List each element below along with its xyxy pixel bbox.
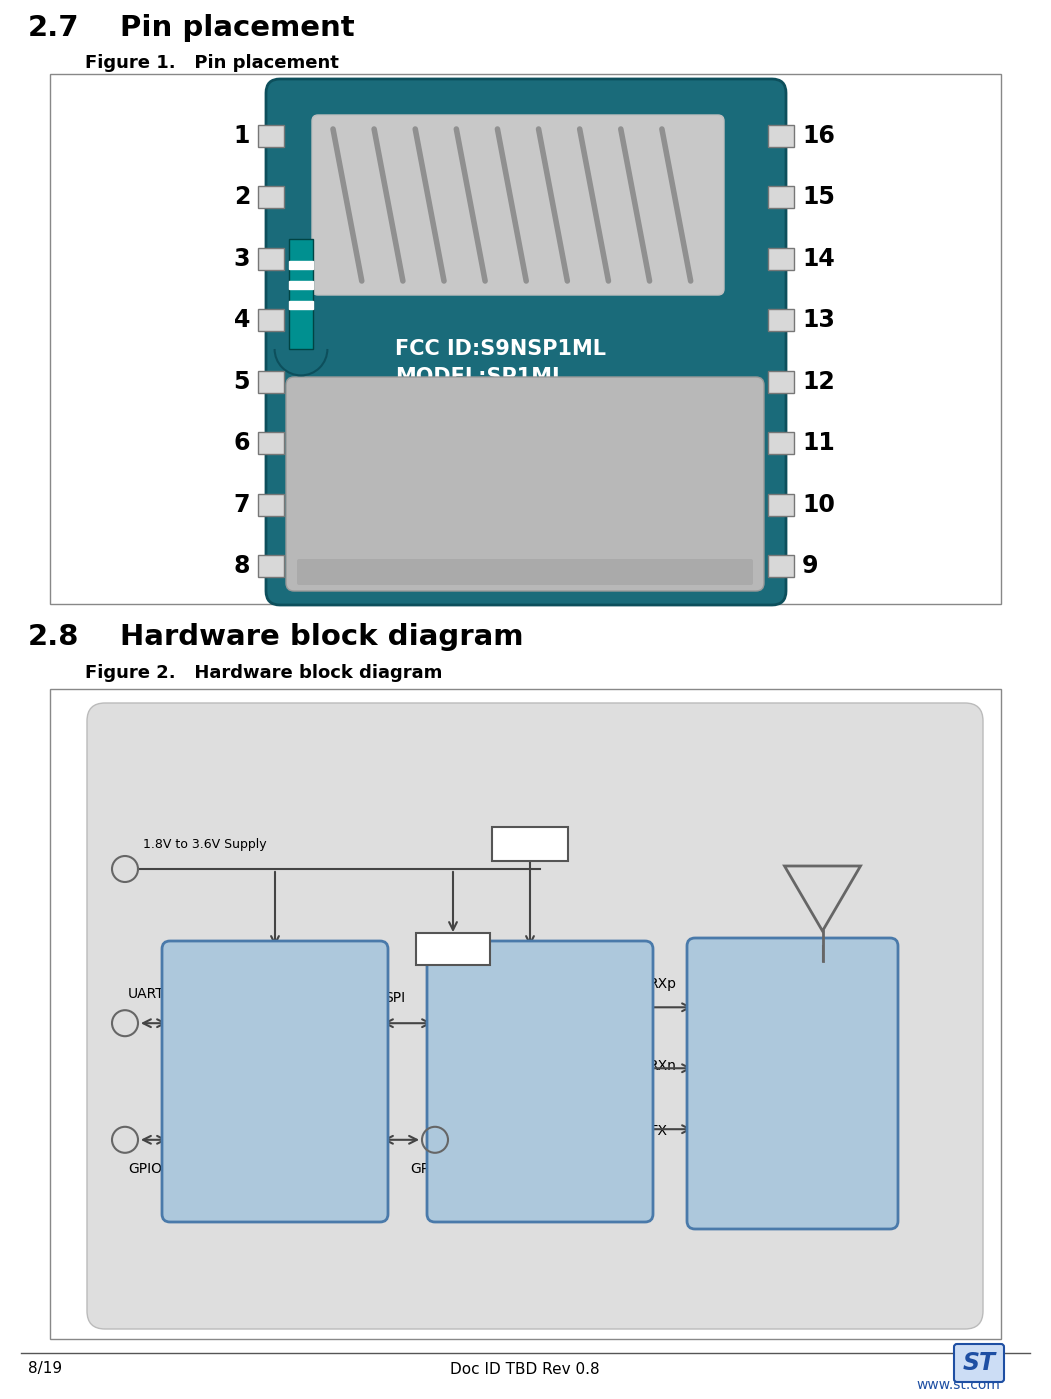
Text: STM32L: STM32L: [220, 1032, 330, 1056]
Text: 5: 5: [233, 369, 250, 393]
Text: Spirit1: Spirit1: [488, 1067, 593, 1095]
Bar: [768, 186, 794, 208]
Text: TX: TX: [650, 1125, 667, 1139]
Bar: [768, 125, 794, 147]
Text: 12: 12: [802, 369, 834, 393]
Bar: [257, 186, 284, 208]
Text: Figure 2.   Hardware block diagram: Figure 2. Hardware block diagram: [85, 665, 442, 681]
Bar: [289, 262, 313, 269]
Text: 1.8V to 3.6V Supply: 1.8V to 3.6V Supply: [143, 838, 267, 851]
Text: Figure 1.   Pin placement: Figure 1. Pin placement: [85, 55, 338, 71]
Bar: [289, 301, 313, 309]
Bar: [768, 432, 794, 455]
FancyBboxPatch shape: [286, 376, 764, 590]
Text: GPIO: GPIO: [128, 1161, 162, 1175]
Bar: [257, 309, 284, 332]
Bar: [289, 281, 313, 290]
Text: 2: 2: [233, 186, 250, 210]
Text: 8: 8: [233, 554, 250, 578]
Text: FCC ID:S9NSP1ML: FCC ID:S9NSP1ML: [395, 339, 606, 360]
FancyBboxPatch shape: [312, 115, 724, 295]
Text: SPI: SPI: [384, 992, 405, 1006]
Bar: [768, 248, 794, 270]
Bar: [257, 555, 284, 576]
Text: Doc ID TBD Rev 0.8: Doc ID TBD Rev 0.8: [450, 1361, 600, 1377]
FancyBboxPatch shape: [416, 933, 490, 965]
Text: RXn: RXn: [650, 1059, 677, 1073]
FancyBboxPatch shape: [297, 560, 753, 585]
Text: MODEL:SP1ML: MODEL:SP1ML: [395, 367, 565, 388]
Text: 13: 13: [802, 308, 834, 333]
FancyBboxPatch shape: [492, 827, 568, 860]
FancyBboxPatch shape: [87, 704, 983, 1329]
FancyBboxPatch shape: [427, 942, 653, 1221]
FancyBboxPatch shape: [266, 78, 786, 604]
Bar: [768, 555, 794, 576]
Text: 2.7: 2.7: [28, 14, 80, 42]
Text: 11: 11: [802, 431, 834, 455]
Text: 16: 16: [802, 125, 834, 148]
Text: 2.8: 2.8: [28, 623, 80, 651]
FancyBboxPatch shape: [954, 1344, 1004, 1382]
Text: Hardware block diagram: Hardware block diagram: [120, 623, 523, 651]
Bar: [257, 494, 284, 516]
Bar: [257, 371, 284, 393]
Text: 9: 9: [802, 554, 819, 578]
Text: SMPS: SMPS: [432, 942, 474, 957]
Text: RXp: RXp: [650, 978, 677, 992]
Bar: [289, 239, 313, 348]
Text: 6: 6: [233, 431, 250, 455]
Text: 8/19: 8/19: [28, 1361, 62, 1377]
Bar: [257, 432, 284, 455]
Bar: [768, 371, 794, 393]
Bar: [768, 494, 794, 516]
Text: 1: 1: [233, 125, 250, 148]
FancyBboxPatch shape: [687, 937, 898, 1228]
FancyBboxPatch shape: [162, 942, 388, 1221]
Text: 3: 3: [233, 246, 250, 271]
Text: 7: 7: [233, 492, 250, 516]
FancyBboxPatch shape: [50, 74, 1001, 604]
Text: GPIO: GPIO: [410, 1161, 444, 1175]
Text: XTAL: XTAL: [512, 837, 549, 852]
Text: Filter/Balun: Filter/Balun: [719, 1073, 866, 1094]
Bar: [257, 248, 284, 270]
Bar: [257, 125, 284, 147]
Text: www.st.com: www.st.com: [916, 1378, 1000, 1392]
Text: Microcontroller: Microcontroller: [218, 1116, 332, 1132]
Bar: [768, 309, 794, 332]
Text: UART: UART: [128, 988, 165, 1002]
Text: 10: 10: [802, 492, 834, 516]
Text: Pin placement: Pin placement: [120, 14, 354, 42]
Text: 14: 14: [802, 246, 834, 271]
Text: ST: ST: [963, 1351, 995, 1375]
Text: 15: 15: [802, 186, 834, 210]
FancyBboxPatch shape: [50, 688, 1001, 1339]
Text: 4: 4: [233, 308, 250, 333]
